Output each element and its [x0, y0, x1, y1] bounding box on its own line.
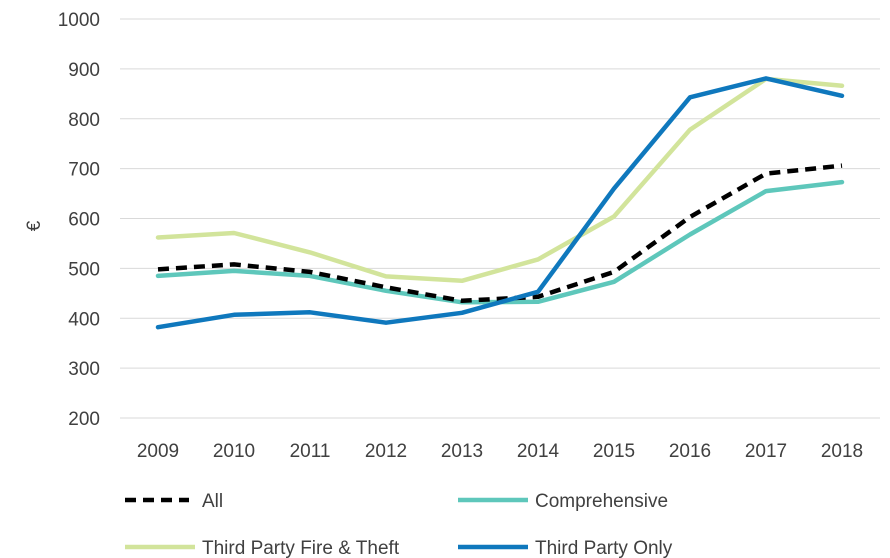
- legend-item: Third Party Only: [458, 538, 673, 558]
- series-line-comprehensive: [155, 179, 845, 305]
- legend-item: Comprehensive: [458, 491, 668, 512]
- legend-label: Comprehensive: [535, 491, 668, 512]
- gridlines: [120, 18, 880, 419]
- y-axis-label: €: [24, 220, 45, 231]
- y-tick-label: 200: [68, 409, 100, 430]
- legend-label: Third Party Only: [535, 538, 673, 558]
- x-tick-label: 2015: [593, 441, 635, 462]
- y-tick-label: 700: [68, 160, 100, 181]
- y-tick-label: 900: [68, 60, 100, 81]
- legend-item: Third Party Fire & Theft: [125, 538, 400, 558]
- x-tick-label: 2017: [745, 441, 787, 462]
- y-tick-label: 400: [68, 309, 100, 330]
- x-axis-ticks: 2009 2010 2011 2012 2013 2014 2015 2016 2017 2018: [137, 441, 863, 462]
- legend: All Comprehensive Third Party Fire & Theft…: [125, 491, 673, 558]
- x-tick-label: 2011: [290, 441, 331, 462]
- x-tick-label: 2009: [137, 441, 179, 462]
- legend-item: All: [125, 491, 223, 512]
- legend-label: All: [202, 491, 223, 512]
- series-line-all: [157, 163, 843, 304]
- x-tick-label: 2013: [441, 441, 483, 462]
- x-tick-label: 2014: [517, 441, 560, 462]
- y-axis-ticks: 200 300 400 500 600 700 800 900 1000: [58, 10, 100, 430]
- legend-label: Third Party Fire & Theft: [202, 538, 400, 558]
- x-tick-label: 2010: [213, 441, 255, 462]
- series-line-third-party-only: [155, 76, 845, 330]
- x-tick-label: 2016: [669, 441, 711, 462]
- y-tick-label: 300: [68, 359, 100, 380]
- y-tick-label: 600: [68, 210, 100, 231]
- series-lines: [155, 76, 845, 330]
- y-tick-label: 800: [68, 110, 100, 131]
- y-tick-label: 500: [68, 259, 100, 280]
- series-line-third-party-fire-theft: [155, 76, 845, 284]
- x-tick-label: 2018: [821, 441, 863, 462]
- x-tick-label: 2012: [365, 441, 407, 462]
- y-tick-label: 1000: [58, 10, 100, 31]
